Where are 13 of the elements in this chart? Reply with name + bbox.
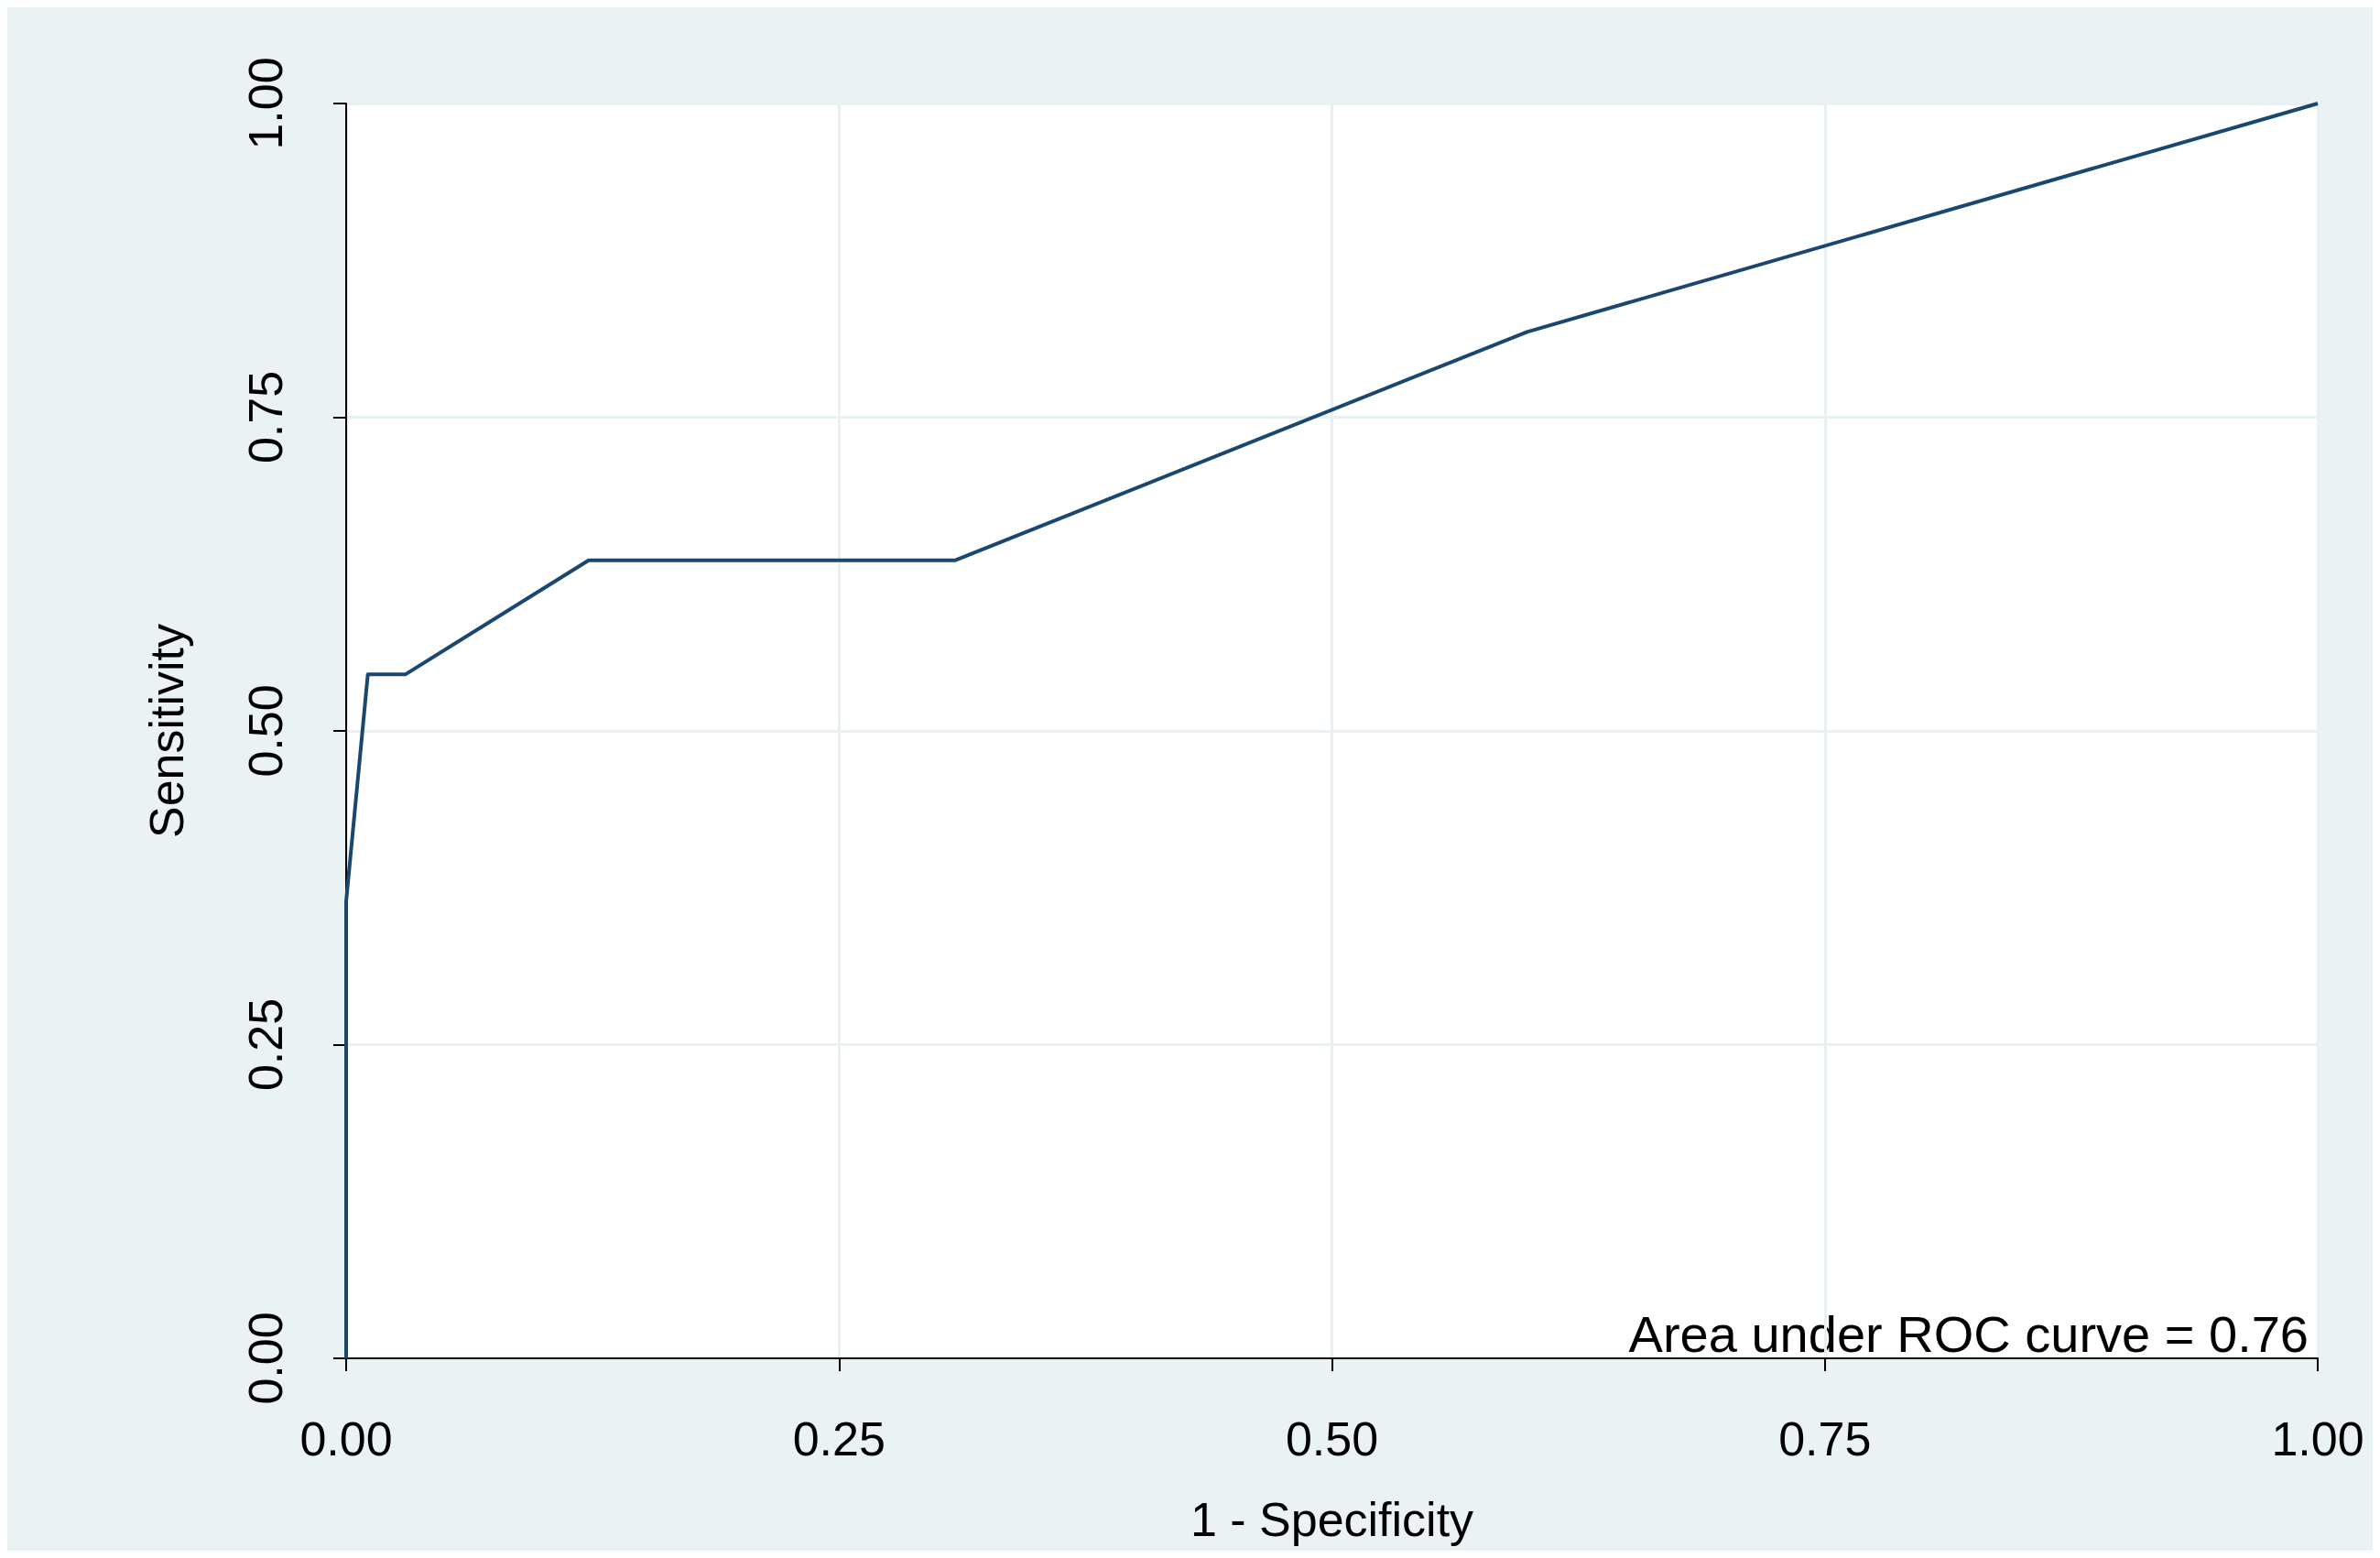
x-tick-label: 0.75	[1778, 1412, 1872, 1465]
y-tick-label: 0.00	[239, 1312, 292, 1405]
x-tick-label: 0.50	[1285, 1412, 1379, 1465]
annotation: Area under ROC curve = 0.76	[1628, 1304, 2309, 1363]
x-tick-label: 0.25	[792, 1412, 886, 1465]
y-tick-label: 0.75	[239, 370, 292, 464]
y-tick-label: 1.00	[239, 57, 292, 150]
x-tick-label: 0.00	[299, 1412, 393, 1465]
y-axis-title: Sensitivity	[140, 623, 193, 839]
x-tick-label: 1.00	[2271, 1412, 2364, 1465]
y-tick-label: 0.50	[239, 684, 292, 778]
x-axis-title: 1 - Specificity	[1190, 1493, 1474, 1546]
y-tick-label: 0.25	[239, 997, 292, 1092]
